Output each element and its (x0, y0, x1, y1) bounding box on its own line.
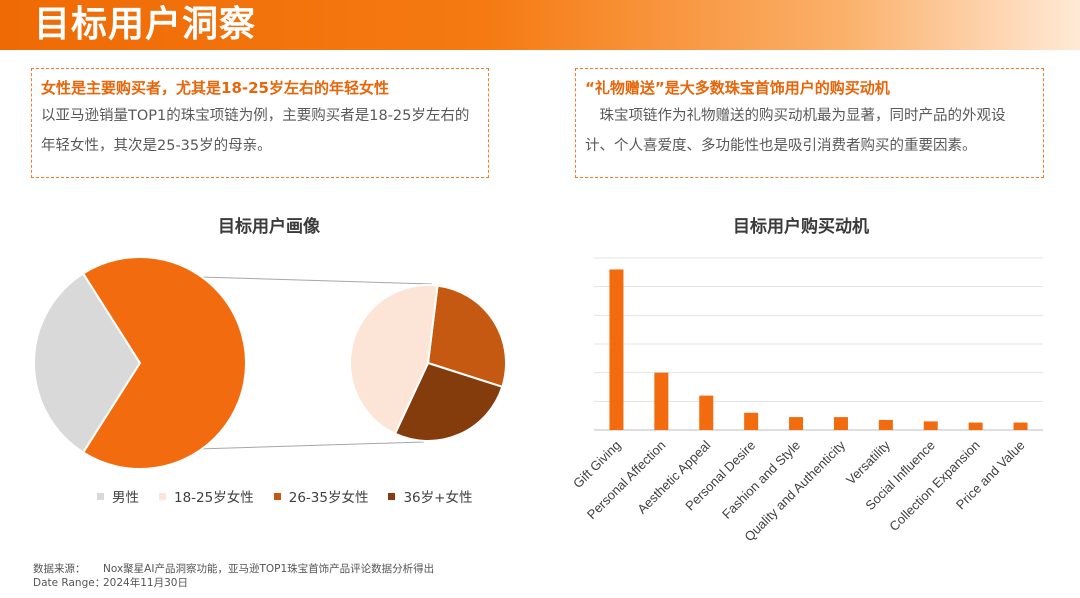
insight-box-right: “礼物赠送”是大多数珠宝首饰用户的购买动机 珠宝项链作为礼物赠送的购买动机最为显… (575, 68, 1044, 178)
bar (1013, 422, 1028, 430)
sub-pie-slice-1 (426, 284, 507, 389)
bar (923, 421, 938, 430)
pie-legend: 男性 18-25岁女性 26-35岁女性 36岁+女性 (97, 486, 492, 506)
pie-slice-female (81, 256, 247, 470)
legend-label: 男性 (112, 490, 139, 506)
source-text: Nox聚星AI产品洞察功能，亚马逊TOP1珠宝首饰产品评论数据分析得出 (103, 563, 435, 575)
legend-swatch (273, 492, 281, 500)
legend-label: 26-35岁女性 (288, 490, 369, 506)
legend-swatch (388, 492, 396, 500)
bar (654, 372, 669, 430)
insight-body: 珠宝项链作为礼物赠送的购买动机最为显著，同时产品的外观设计、个人喜爱度、多功能性… (585, 108, 1006, 154)
bar (833, 417, 848, 430)
insight-box-left: 女性是主要购买者，尤其是18-25岁左右的年轻女性 以亚马逊销量TOP1的珠宝项… (31, 68, 489, 178)
legend-item: 18-25岁女性 (159, 486, 254, 506)
bar (609, 269, 624, 430)
sub-pie-slice-2 (393, 361, 504, 442)
insight-body: 以亚马逊销量TOP1的珠宝项链为例，主要购买者是18-25岁左右的年轻女性，其次… (41, 108, 470, 154)
legend-swatch (159, 492, 166, 500)
bar (968, 422, 983, 430)
legend-item: 36岁+女性 (388, 486, 472, 506)
legend-item: 男性 (97, 486, 139, 506)
source-label: 数据来源： (33, 563, 86, 575)
bar (789, 417, 804, 430)
insight-title: 女性是主要购买者，尤其是18-25岁左右的年轻女性 (41, 79, 389, 97)
legend-label: 36岁+女性 (403, 490, 473, 506)
legend-item: 26-35岁女性 (273, 486, 369, 506)
bar (699, 395, 714, 430)
page-title: 目标用户洞察 (34, 4, 257, 45)
bar-chart-title: 目标用户购买动机 (733, 217, 869, 237)
header-bar (0, 0, 1080, 50)
bar (744, 412, 759, 430)
legend-label: 18-25岁女性 (174, 490, 254, 506)
date-text: 2024年11月30日 (103, 577, 188, 589)
x-tick-label: Personal Affection (584, 438, 669, 523)
insight-title: “礼物赠送”是大多数珠宝首饰用户的购买动机 (585, 79, 890, 97)
bar (878, 419, 893, 430)
pie-chart-title: 目标用户画像 (218, 217, 320, 237)
date-label: Date Range： (33, 577, 106, 589)
footnote: 数据来源： Nox聚星AI产品洞察功能，亚马逊TOP1珠宝首饰产品评论数据分析得出… (33, 562, 434, 590)
x-tick-label: Fashion and Style (719, 438, 803, 522)
legend-swatch (97, 492, 104, 500)
sub-pie-slice-0 (349, 284, 439, 436)
pie-slice-male (33, 272, 142, 454)
